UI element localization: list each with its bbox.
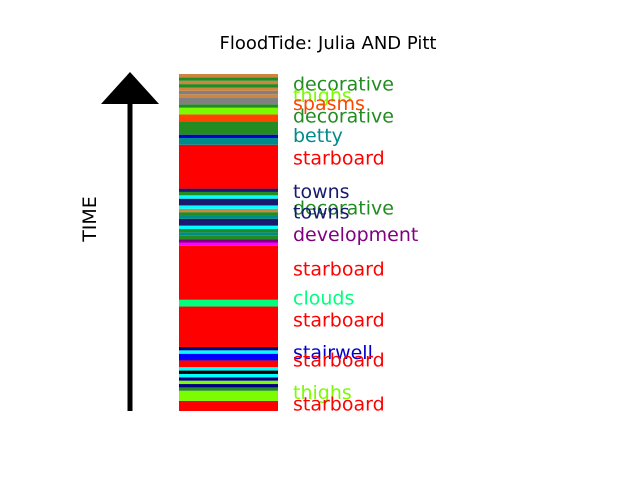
segment-label-13: stairwell — [293, 342, 373, 364]
segment-label-4: betty — [293, 125, 343, 147]
timeline-segment-35 — [179, 114, 278, 122]
timeline-segment-33 — [179, 134, 278, 139]
time-arrow-head — [101, 72, 159, 104]
timeline-segment-6 — [179, 373, 278, 378]
timeline-segment-22 — [179, 218, 278, 226]
timeline-segment-29 — [179, 191, 278, 196]
segment-label-9: development — [293, 224, 418, 246]
timeline-segment-45 — [179, 74, 278, 78]
time-arrow-shaft — [127, 100, 133, 411]
segment-label-14: starboard — [293, 350, 385, 372]
segment-labels: decorativethighsspasmsdecorativebettysta… — [293, 74, 418, 416]
timeline-segment-39 — [179, 94, 278, 98]
timeline-segment-28 — [179, 195, 278, 199]
timeline-segment-16 — [179, 242, 278, 246]
timeline-segment-20 — [179, 229, 278, 233]
timeline-segment-2 — [179, 387, 278, 391]
timeline-segment-13 — [179, 306, 278, 347]
timeline-segment-11 — [179, 350, 278, 354]
timeline-segment-9 — [179, 360, 278, 368]
timeline-segment-14 — [179, 299, 278, 307]
timeline-segment-18 — [179, 235, 278, 240]
segment-label-2: spasms — [293, 93, 365, 115]
segment-label-7: decorative — [293, 197, 394, 219]
timeline-segment-36 — [179, 107, 278, 115]
timeline-segment-31 — [179, 144, 278, 189]
timeline-segment-37 — [179, 104, 278, 108]
timeline-segment-1 — [179, 390, 278, 401]
timeline-segment-25 — [179, 208, 278, 213]
timeline-segment-17 — [179, 239, 278, 243]
timeline-segment-21 — [179, 225, 278, 230]
timeline-segment-8 — [179, 367, 278, 371]
timeline-segment-32 — [179, 138, 278, 145]
chart-title: FloodTide: Julia AND Pitt — [220, 33, 437, 54]
segment-label-15: thighs — [293, 382, 352, 404]
timeline-segments — [179, 74, 278, 411]
timeline-segment-15 — [179, 245, 278, 300]
timeline-segment-4 — [179, 380, 278, 385]
timeline-segment-44 — [179, 77, 278, 81]
segment-label-3: decorative — [293, 105, 394, 127]
timeline-segment-42 — [179, 84, 278, 88]
timeline-segment-26 — [179, 205, 278, 209]
timeline-segment-5 — [179, 377, 278, 381]
timeline-segment-7 — [179, 370, 278, 374]
timeline-segment-34 — [179, 121, 278, 135]
timeline-segment-0 — [179, 400, 278, 411]
segment-label-10: starboard — [293, 259, 385, 281]
timeline-segment-41 — [179, 87, 278, 91]
segment-label-6: towns — [293, 181, 350, 203]
segment-label-11: clouds — [293, 287, 354, 309]
segment-label-8: towns — [293, 201, 350, 223]
timeline-segment-27 — [179, 198, 278, 206]
timeline-segment-43 — [179, 80, 278, 85]
timeline-segment-12 — [179, 346, 278, 351]
timeline-segment-38 — [179, 97, 278, 105]
timeline-segment-30 — [179, 188, 278, 192]
segment-label-5: starboard — [293, 147, 385, 169]
timeline-segment-40 — [179, 90, 278, 95]
time-arrow — [101, 72, 159, 411]
timeline-segment-10 — [179, 353, 278, 361]
timeline-segment-24 — [179, 212, 278, 216]
timeline-segment-3 — [179, 384, 278, 388]
segment-label-16: starboard — [293, 393, 385, 415]
segment-label-0: decorative — [293, 74, 394, 96]
timeline-segment-19 — [179, 232, 278, 236]
y-axis-label: TIME — [79, 196, 101, 243]
segment-label-1: thighs — [293, 85, 352, 107]
timeline-segment-23 — [179, 215, 278, 219]
segment-label-12: starboard — [293, 310, 385, 332]
